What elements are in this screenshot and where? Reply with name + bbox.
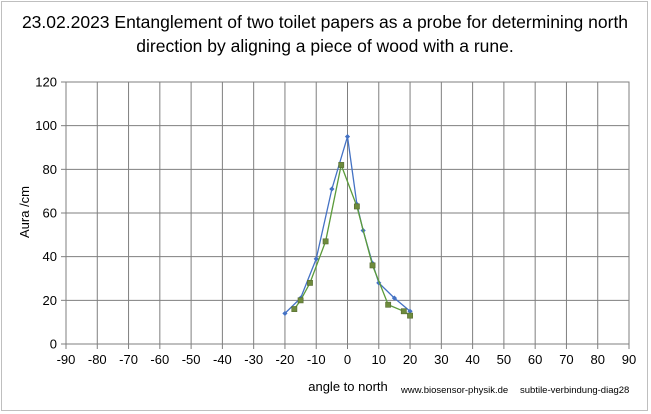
x-tick-label: -40 xyxy=(213,352,232,367)
y-tick-label: 100 xyxy=(35,118,57,133)
website-credit: www.biosensor-physik.de xyxy=(400,385,508,396)
x-tick-label: -20 xyxy=(276,352,295,367)
series-2-point xyxy=(400,308,407,315)
x-tick-label: -30 xyxy=(244,352,263,367)
series-1-point xyxy=(329,186,335,192)
x-tick-label: 90 xyxy=(622,352,636,367)
y-tick-label: 80 xyxy=(43,162,57,177)
series-2-point xyxy=(369,262,376,269)
x-tick-label: 20 xyxy=(403,352,417,367)
x-tick-label: 0 xyxy=(344,352,351,367)
x-axis-label: angle to north xyxy=(308,379,388,394)
chart-title: 23.02.2023 Entanglement of two toilet pa… xyxy=(21,12,629,56)
y-tick-label: 60 xyxy=(43,206,57,221)
series-1-point xyxy=(313,256,319,262)
series-1-point xyxy=(407,308,413,314)
x-tick-label: -10 xyxy=(307,352,326,367)
grid xyxy=(65,81,630,345)
diagram-id: subtile-verbindung-diag28 xyxy=(520,385,629,396)
x-tick-label: -90 xyxy=(57,352,76,367)
x-tick-label: 10 xyxy=(372,352,386,367)
plot-area-border xyxy=(65,81,630,345)
series-1-point xyxy=(282,310,288,317)
series-2-point xyxy=(407,312,413,319)
series-2-point xyxy=(338,162,345,168)
y-tick-label: 120 xyxy=(35,75,57,90)
x-tick-label: 50 xyxy=(497,352,511,367)
series-2-point xyxy=(297,297,304,304)
y-axis-label: Aura /cm xyxy=(17,186,32,238)
x-tick-label: 40 xyxy=(465,352,479,367)
axes xyxy=(61,81,630,349)
series-1-point xyxy=(344,133,351,140)
series-2-line xyxy=(293,162,411,317)
tick-labels: -90 -80 -70 -60 -50 -40 -30 -20 -10 0 10 20 30 40 50 60… xyxy=(35,75,636,368)
x-tick-label: 70 xyxy=(559,352,573,367)
series-2-point xyxy=(353,203,360,210)
series-2-point xyxy=(322,238,329,245)
y-tick-label: 0 xyxy=(50,337,57,352)
x-tick-label: -60 xyxy=(150,352,169,367)
x-tick-label: -70 xyxy=(119,352,138,367)
y-tick-label: 40 xyxy=(43,249,57,264)
x-tick-label: -80 xyxy=(88,352,107,367)
x-tick-label: 80 xyxy=(590,352,604,367)
x-tick-label: -50 xyxy=(182,352,201,367)
x-tick-label: 60 xyxy=(528,352,542,367)
x-tick-label: 30 xyxy=(434,352,448,367)
series-1-point xyxy=(391,295,398,301)
series-2-point xyxy=(291,306,298,312)
series-layer xyxy=(282,133,413,319)
y-tick-label: 20 xyxy=(43,293,57,308)
series-2-point xyxy=(307,279,313,286)
series-2-point xyxy=(385,301,392,308)
